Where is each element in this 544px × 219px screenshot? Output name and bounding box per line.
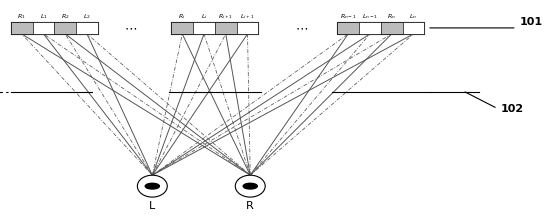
Bar [403, 22, 424, 34]
Text: $L_n$: $L_n$ [410, 12, 417, 21]
Ellipse shape [137, 175, 168, 197]
Text: $R_n$: $R_n$ [387, 12, 396, 21]
Text: $\cdots$: $\cdots$ [295, 21, 308, 34]
Text: $R_2$: $R_2$ [61, 12, 70, 21]
Text: $R_{n-1}$: $R_{n-1}$ [340, 12, 356, 21]
Bar [359, 22, 381, 34]
Text: 101: 101 [520, 17, 543, 27]
Bar [33, 22, 54, 34]
Bar [54, 22, 76, 34]
Bar [237, 22, 258, 34]
Text: $\cdots$: $\cdots$ [124, 21, 137, 34]
Bar [76, 22, 98, 34]
Bar [171, 22, 258, 34]
Bar [381, 22, 403, 34]
Bar [337, 22, 359, 34]
Bar [11, 22, 98, 34]
Bar [193, 22, 215, 34]
Text: $R_i$: $R_i$ [178, 12, 186, 21]
Text: R: R [246, 201, 254, 212]
Bar [171, 22, 193, 34]
Text: $L_1$: $L_1$ [40, 12, 47, 21]
Text: $R_1$: $R_1$ [17, 12, 26, 21]
Text: $R_{i+1}$: $R_{i+1}$ [218, 12, 233, 21]
Text: $L_{n-1}$: $L_{n-1}$ [362, 12, 378, 21]
Circle shape [145, 183, 159, 189]
Text: $L_2$: $L_2$ [83, 12, 91, 21]
Text: L: L [149, 201, 156, 212]
Circle shape [243, 183, 257, 189]
Bar [11, 22, 33, 34]
Bar [337, 22, 424, 34]
Text: $L_i$: $L_i$ [201, 12, 207, 21]
Bar [215, 22, 237, 34]
Text: 102: 102 [500, 104, 524, 115]
Text: $L_{i+1}$: $L_{i+1}$ [240, 12, 255, 21]
Ellipse shape [235, 175, 265, 197]
